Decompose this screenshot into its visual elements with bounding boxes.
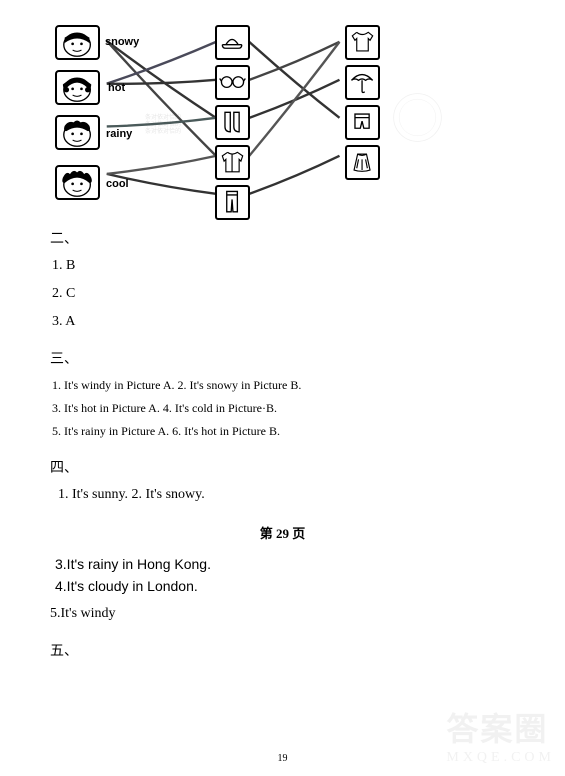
face-0 — [55, 25, 100, 60]
face-1 — [55, 70, 100, 105]
mid-item-pants — [215, 185, 250, 220]
sentence-3-2: 3. It's hot in Picture A. 4. It's cold i… — [52, 401, 515, 416]
sentence-3-1: 1. It's windy in Picture A. 2. It's snow… — [52, 378, 515, 393]
answer-2-2: 2. C — [52, 286, 515, 302]
page-heading-29: 第 29 页 — [50, 523, 515, 542]
right-item-shorts — [345, 105, 380, 140]
face-3 — [55, 165, 100, 200]
section-3-header: 三、 — [50, 348, 515, 368]
section-4-header: 四、 — [50, 457, 515, 477]
mid-item-boots — [215, 105, 250, 140]
right-item-shirt — [345, 25, 380, 60]
sentence-4-3: 3.It's rainy in Hong Kong. — [55, 556, 515, 572]
sentence-4-1: 1. It's sunny. 2. It's snowy. — [58, 487, 515, 503]
watermark-bottom: 答案圈 MXQE.COM — [446, 704, 555, 766]
page-number: 19 — [278, 753, 288, 764]
face-label-2: rainy — [106, 128, 132, 140]
section-5-header: 五、 — [50, 640, 515, 660]
mid-item-hat — [215, 25, 250, 60]
face-label-3: cool — [106, 178, 129, 190]
watermark-left: 条对依对恰的 条对依对恰的 条对依对恰的 — [145, 115, 185, 155]
sentence-3-3: 5. It's rainy in Picture A. 6. It's hot … — [52, 424, 515, 439]
right-item-umbrella — [345, 65, 380, 100]
face-label-0: snowy — [105, 36, 139, 48]
section-2-header: 二、 — [50, 228, 515, 248]
right-item-skirt — [345, 145, 380, 180]
sentence-4-5: 5.It's windy — [50, 606, 515, 622]
matching-diagram: 条对依对恰的 条对依对恰的 条对依对恰的 snowy hot rainy coo… — [50, 20, 420, 210]
mid-item-jacket — [215, 145, 250, 180]
mid-item-glasses — [215, 65, 250, 100]
face-2 — [55, 115, 100, 150]
answer-2-1: 1. B — [52, 258, 515, 274]
sentence-4-4: 4.It's cloudy in London. — [55, 578, 515, 594]
answer-2-3: 3. A — [52, 314, 515, 330]
face-label-1: hot — [108, 82, 125, 94]
watermark-circle — [390, 90, 445, 145]
